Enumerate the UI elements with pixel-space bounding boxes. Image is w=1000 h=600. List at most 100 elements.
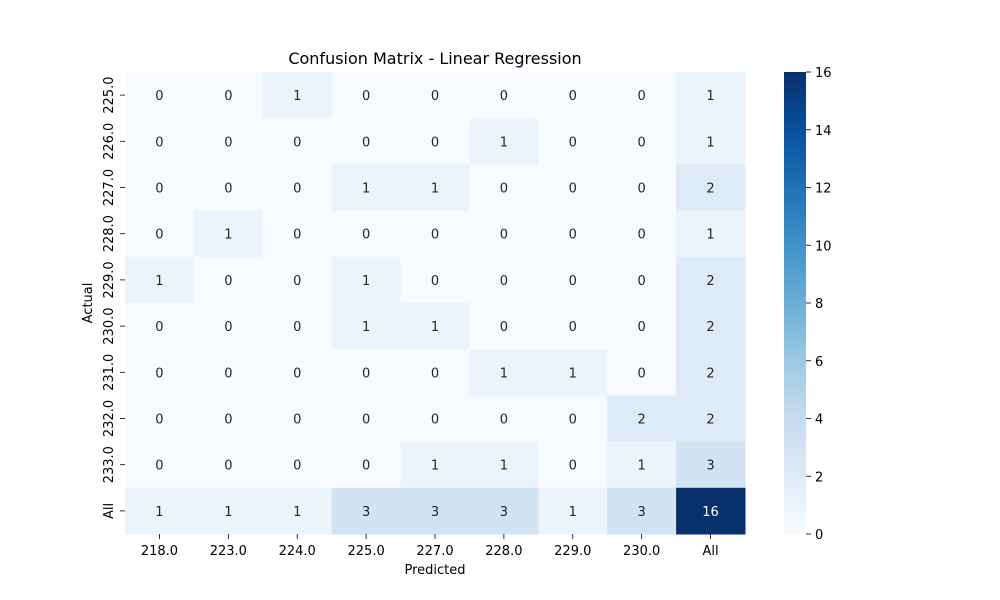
- cell-value-label: 1: [500, 366, 508, 381]
- cell-value-label: 0: [638, 228, 646, 243]
- heatmap-cell: [193, 303, 264, 350]
- cell-value-label: 1: [155, 505, 163, 520]
- cell-value-label: 0: [569, 274, 577, 289]
- heatmap-cell: [607, 210, 677, 258]
- x-tick-label: 223.0: [210, 544, 247, 559]
- heatmap-cell: [262, 256, 333, 304]
- cell-value-label: 0: [293, 366, 301, 381]
- heatmap-cell: [538, 256, 608, 304]
- heatmap-cell: [607, 72, 677, 119]
- cell-value-label: 0: [224, 89, 232, 104]
- cell-value-label: 3: [431, 505, 439, 520]
- cell-value-label: 0: [569, 182, 577, 197]
- cell-value-label: 2: [706, 320, 714, 335]
- heatmap-cell: [676, 349, 746, 396]
- x-tick-label: 228.0: [485, 544, 522, 559]
- cell-value-label: 1: [431, 320, 439, 335]
- cell-value-label: 1: [224, 228, 232, 243]
- heatmap-cell: [331, 441, 402, 489]
- cell-value-label: 0: [155, 459, 163, 474]
- cell-value-label: 1: [706, 228, 714, 243]
- cell-value-label: 1: [293, 505, 301, 520]
- heatmap-cell: [125, 395, 195, 443]
- cell-value-label: 0: [293, 135, 301, 150]
- cell-value-label: 0: [500, 413, 508, 428]
- cell-value-label: 0: [155, 366, 163, 381]
- heatmap-cell: [469, 303, 539, 350]
- heatmap-cell: [331, 303, 402, 350]
- cell-value-label: 1: [155, 274, 163, 289]
- colorbar: 0 2 4 6 8 10 12 14 16: [784, 66, 832, 543]
- y-tick-label: 232.0: [102, 400, 117, 437]
- cell-value-label: 0: [431, 413, 439, 428]
- heatmap-cell: [676, 256, 746, 304]
- cell-value-label: 1: [500, 459, 508, 474]
- cell-value-label: 2: [706, 274, 714, 289]
- cell-value-label: 0: [431, 228, 439, 243]
- y-tick-label: 226.0: [102, 123, 117, 160]
- cell-value-label: 0: [155, 135, 163, 150]
- heatmap-cell: [538, 72, 608, 119]
- colorbar-tick-label: 12: [815, 182, 832, 197]
- cell-value-label: 0: [362, 413, 370, 428]
- heatmap-cell: [262, 164, 333, 212]
- cell-value-label: 0: [224, 135, 232, 150]
- cell-value-label: 1: [500, 135, 508, 150]
- x-tick-labels: 218.0 223.0 224.0 225.0 227.0 228.0 229.0 230.0…: [141, 534, 719, 559]
- cell-value-label: 0: [293, 320, 301, 335]
- cell-value-label: 1: [431, 182, 439, 197]
- heatmap-cell: [469, 118, 539, 165]
- cell-value-label: 0: [500, 228, 508, 243]
- heatmap-cell: [538, 487, 608, 535]
- cell-value-label: 0: [224, 413, 232, 428]
- heatmap-cell: [193, 210, 264, 258]
- heatmap-cell: [193, 349, 264, 396]
- heatmap-cell: [676, 395, 746, 443]
- cell-value-label: 1: [431, 459, 439, 474]
- cell-value-label: 0: [224, 366, 232, 381]
- heatmap-cell: [400, 164, 470, 212]
- cell-value-label: 0: [500, 89, 508, 104]
- heatmap-cell: [262, 72, 333, 119]
- heatmap-cell: [193, 395, 264, 443]
- cell-value-label: 1: [293, 89, 301, 104]
- cell-value-label: 1: [569, 505, 577, 520]
- heatmap-cell: [262, 487, 333, 535]
- cell-value-label: 0: [155, 89, 163, 104]
- y-tick-label: 231.0: [102, 354, 117, 391]
- cell-value-label: 0: [638, 320, 646, 335]
- colorbar-tick-label: 8: [815, 297, 823, 312]
- cell-value-label: 0: [431, 89, 439, 104]
- cell-value-label: 0: [224, 182, 232, 197]
- cell-value-label: 0: [431, 274, 439, 289]
- heatmap-cell: [400, 441, 470, 489]
- cell-value-label: 0: [638, 89, 646, 104]
- colorbar-tick-label: 16: [815, 66, 832, 81]
- heatmap-cell: [331, 349, 402, 396]
- colorbar-tick-label: 2: [815, 470, 823, 485]
- heatmap-cell: [469, 72, 539, 119]
- heatmap-cell: [469, 349, 539, 396]
- heatmap-cell: [125, 118, 195, 165]
- cell-value-label: 0: [569, 228, 577, 243]
- cell-value-label: 0: [293, 459, 301, 474]
- heatmap-cell: [262, 118, 333, 165]
- cell-value-label: 0: [569, 135, 577, 150]
- cell-value-label: 1: [362, 274, 370, 289]
- heatmap-cell: [400, 210, 470, 258]
- heatmap-cell: [538, 118, 608, 165]
- cell-value-label: 1: [638, 459, 646, 474]
- y-tick-labels: 225.0 226.0 227.0 228.0 229.0 230.0 231.0 232.0…: [102, 76, 125, 519]
- x-tick-label: 218.0: [141, 544, 178, 559]
- colorbar-gradient: [784, 72, 806, 534]
- heatmap-cell: [676, 210, 746, 258]
- cell-value-label: 3: [500, 505, 508, 520]
- heatmap-cell: [400, 72, 470, 119]
- cell-value-label: 0: [431, 135, 439, 150]
- heatmap-cell: [676, 118, 746, 165]
- cell-value-label: 0: [224, 320, 232, 335]
- heatmap-cell: [125, 303, 195, 350]
- heatmap-cell: [262, 303, 333, 350]
- cell-value-label: 2: [706, 413, 714, 428]
- heatmap-cell: [400, 349, 470, 396]
